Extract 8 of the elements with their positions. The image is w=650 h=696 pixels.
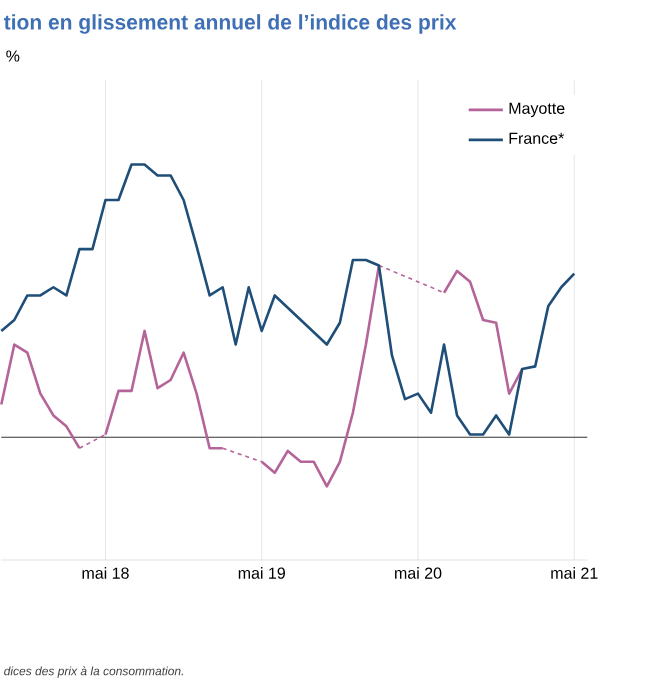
x-tick-label: mai 21 [551, 567, 598, 579]
x-tick-label: mai 20 [395, 567, 442, 579]
chart-title: tion en glissement annuel de l’indice des prix [4, 14, 457, 34]
x-tick-label: mai 18 [82, 567, 130, 579]
legend-label: Mayotte [509, 102, 565, 118]
legend-label: France* [509, 132, 565, 144]
x-tick-label: mai 19 [239, 567, 286, 579]
text: % [6, 50, 20, 62]
